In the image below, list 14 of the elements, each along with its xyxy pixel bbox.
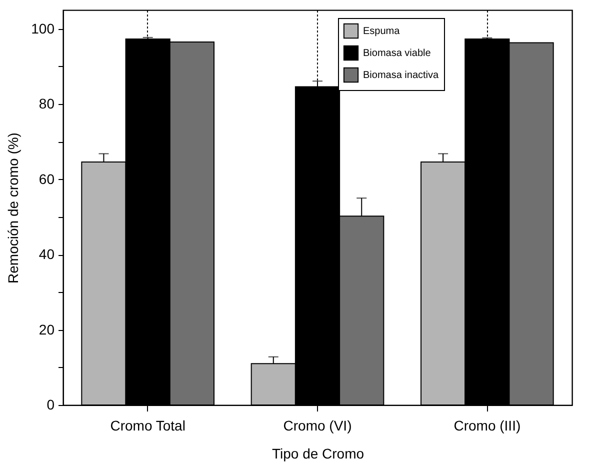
legend-label: Espuma [363, 26, 400, 37]
y-tick-label: 60 [38, 170, 55, 187]
x-tick-label: Cromo (VI) [283, 418, 352, 434]
y-tick-label: 20 [38, 321, 55, 338]
legend-label: Biomasa inactiva [363, 70, 440, 81]
x-axis-title: Tipo de Cromo [272, 446, 364, 462]
y-tick-label: 80 [38, 96, 55, 112]
x-tick-label: Cromo (III) [454, 418, 521, 434]
legend-label: Biomasa viable [363, 48, 432, 59]
y-tick-label: 100 [31, 20, 55, 36]
y-tick-label: 0 [46, 396, 55, 412]
y-axis-title: Remoción de cromo (%) [5, 132, 22, 284]
x-tick-label: Cromo Total [110, 418, 186, 434]
y-tick-label: 40 [38, 246, 55, 262]
